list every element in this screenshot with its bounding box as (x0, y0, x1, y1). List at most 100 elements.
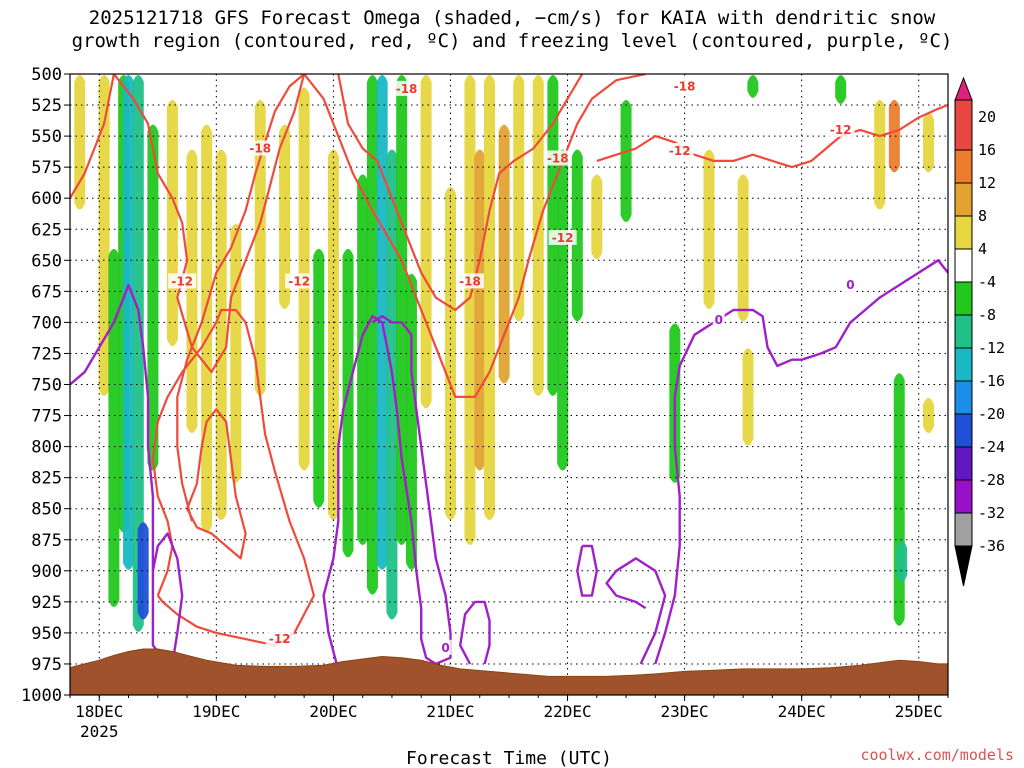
colorbar-tick-8: -16 (978, 372, 1005, 390)
colorbar-tick-9: -20 (978, 405, 1005, 423)
contour-label-bg-8 (670, 78, 699, 94)
contour-label-bg-7 (548, 229, 577, 245)
freezing-contour-4 (605, 557, 667, 665)
omega-cell-14 (279, 124, 291, 309)
colorbar-band-9 (954, 413, 973, 448)
contour-label-bg-1 (168, 273, 197, 289)
freezing-contour-1 (151, 532, 184, 665)
omega-cell-44 (874, 99, 886, 210)
colorbar-tick-7: -12 (978, 339, 1005, 357)
omega-cell-47 (896, 540, 908, 583)
x-tick-label-4: 22DEC (543, 702, 591, 721)
contour-label-3: -12 (269, 632, 291, 646)
contour-label-12: 0 (846, 278, 854, 292)
omega-cell-19 (357, 174, 369, 545)
colorbar-top-arrow (954, 76, 973, 101)
colorbar-tick-2: 12 (978, 174, 996, 192)
omega-cell-42 (747, 75, 759, 98)
omega-cell-17 (327, 149, 339, 521)
dendritic-contour-0 (70, 74, 646, 398)
contour-label-10: -12 (830, 123, 852, 137)
contour-label-bg-11 (712, 311, 725, 327)
omega-cell-40 (737, 174, 749, 322)
omega-cell-8 (166, 99, 178, 347)
colorbar-band-12 (954, 512, 973, 547)
grid-lines (70, 74, 948, 695)
y-tick-label-625: 625 (31, 220, 62, 240)
dendritic-contour-4 (186, 408, 247, 560)
omega-cell-16 (313, 248, 325, 508)
omega-cell-18 (342, 248, 354, 558)
colorbar-bottom-arrow (954, 545, 973, 587)
plot-area: -18 -12 -12 -12 -18 -18 -18 -12 -18 -12 -12 0 0 0 (69, 73, 949, 696)
y-axis: 500 525 550 575 600 625 650 675 700 725 750 775 800 8… (21, 65, 70, 706)
colorbar-tick-5: -4 (978, 273, 996, 291)
colorbar-band-6 (954, 314, 973, 349)
y-tick-label-850: 850 (31, 500, 62, 520)
omega-cell-27 (464, 75, 476, 545)
colorbar-band-11 (954, 479, 973, 514)
dendritic-contour-5 (596, 103, 948, 169)
y-tick-label-950: 950 (31, 624, 62, 644)
y-tick-label-550: 550 (31, 127, 62, 147)
x-tick-label-7: 25DEC (895, 702, 943, 721)
dendritic-contours (70, 74, 948, 647)
omega-cell-45 (888, 99, 900, 173)
omega-cell-23 (396, 75, 408, 545)
y-tick-label-900: 900 (31, 562, 62, 582)
contour-label-6: -18 (547, 151, 569, 165)
chart-title-line-2: growth region (contoured, red, ºC) and f… (72, 30, 953, 52)
colorbar-tick-3: 8 (978, 207, 987, 225)
dendritic-contour-1 (176, 74, 305, 522)
colorbar-tick-10: -24 (978, 438, 1005, 456)
dendritic-contour-3 (151, 308, 315, 647)
omega-cell-6 (137, 522, 149, 620)
omega-cell-2 (108, 248, 120, 608)
omega-cell-29 (483, 75, 495, 521)
omega-cell-28 (474, 149, 486, 471)
contour-label-bg-5 (455, 273, 484, 289)
contour-label-13: 0 (441, 641, 449, 655)
omega-cell-37 (620, 99, 632, 223)
omega-cell-41 (742, 348, 754, 446)
colorbar-tick-4: 4 (978, 240, 987, 258)
omega-cell-46 (893, 373, 905, 626)
colorbar-band-10 (954, 446, 973, 481)
chart-title-line-1: 2025121718 GFS Forecast Omega (shaded, −… (89, 7, 936, 29)
contour-label-bg-0 (246, 140, 275, 156)
contour-label-bg-10 (826, 121, 855, 137)
contour-label-2: -12 (288, 274, 310, 288)
contour-label-bg-12 (844, 277, 857, 293)
colorbar-tick-11: -28 (978, 471, 1005, 489)
omega-cell-7 (147, 124, 159, 471)
y-tick-label-725: 725 (31, 344, 62, 364)
colorbar-tick-6: -8 (978, 306, 996, 324)
x-tick-label-5: 23DEC (661, 702, 709, 721)
colorbar-tick-1: 16 (978, 141, 996, 159)
colorbar: 20 16 12 8 4 -4 -8 -12 -16 -20 -24 -28 -32 -36 (954, 76, 1005, 587)
colorbar-band-1 (954, 149, 973, 184)
omega-cell-32 (532, 75, 544, 396)
colorbar-band-5 (954, 281, 973, 316)
omega-cell-4 (123, 75, 135, 570)
colorbar-band-0 (954, 99, 973, 151)
omega-cell-1 (98, 75, 110, 396)
dendritic-contour-2 (337, 74, 584, 312)
freezing-contour-2 (322, 315, 452, 671)
contour-label-11: 0 (715, 313, 723, 327)
y-tick-label-650: 650 (31, 251, 62, 271)
contour-label-9: -12 (669, 144, 691, 158)
contour-label-1: -12 (171, 274, 193, 288)
y-tick-label-825: 825 (31, 469, 62, 489)
y-tick-label-750: 750 (31, 376, 62, 396)
terrain-fill (70, 648, 948, 695)
contour-label-0: -18 (249, 142, 271, 156)
omega-cell-5 (132, 75, 144, 632)
omega-cell-22 (386, 149, 398, 620)
y-tick-label-1000: 1000 (21, 686, 62, 706)
omega-cell-25 (420, 75, 432, 409)
colorbar-band-8 (954, 380, 973, 415)
omega-cell-34 (557, 149, 569, 471)
y-tick-label-525: 525 (31, 96, 62, 116)
